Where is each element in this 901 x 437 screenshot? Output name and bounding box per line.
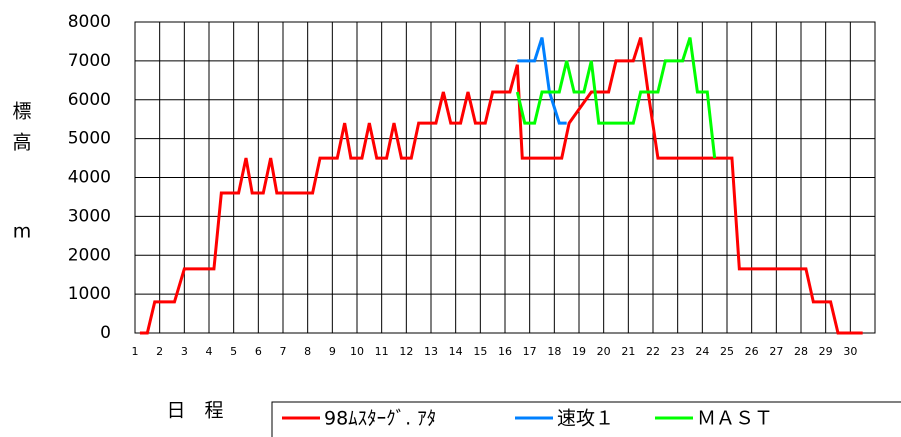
x-tick-label: 14 — [449, 345, 463, 358]
y-tick-label: 4000 — [68, 168, 111, 188]
y-tick-label: 8000 — [68, 12, 111, 32]
x-tick-label: 11 — [375, 345, 389, 358]
legend-label: 速攻１ — [557, 408, 614, 430]
y-tick-label: 7000 — [68, 51, 111, 71]
legend-label: 98ﾑｽﾀｰｸﾞ. ｱﾀ — [324, 408, 436, 430]
x-tick-label: 3 — [181, 345, 188, 358]
x-tick-label: 6 — [255, 345, 262, 358]
x-tick-label: 17 — [523, 345, 537, 358]
x-tick-label: 7 — [280, 345, 287, 358]
x-tick-label: 27 — [769, 345, 783, 358]
x-tick-label: 20 — [597, 345, 611, 358]
series-line — [515, 37, 717, 159]
x-tick-label: 29 — [819, 345, 833, 358]
legend-label: ＭＡＳＴ — [697, 408, 773, 430]
x-tick-label: 9 — [329, 345, 336, 358]
x-tick-label: 15 — [473, 345, 487, 358]
series-line — [517, 37, 567, 125]
x-tick-label: 2 — [156, 345, 163, 358]
x-tick-label: 26 — [745, 345, 759, 358]
x-tick-label: 30 — [843, 345, 857, 358]
x-tick-label: 28 — [794, 345, 808, 358]
x-tick-label: 18 — [547, 345, 561, 358]
x-tick-label: 22 — [646, 345, 660, 358]
y-axis-label: 標 — [12, 101, 31, 123]
x-tick-label: 10 — [350, 345, 364, 358]
x-tick-label: 24 — [695, 345, 709, 358]
x-tick-label: 25 — [720, 345, 734, 358]
y-tick-label: 0 — [100, 323, 111, 343]
x-axis-label: 日 程 — [166, 400, 223, 422]
x-tick-label: 5 — [230, 345, 237, 358]
x-tick-label: 12 — [399, 345, 413, 358]
legend-box — [271, 401, 901, 437]
series-line — [139, 37, 863, 335]
x-tick-label: 21 — [621, 345, 635, 358]
y-tick-label: 2000 — [68, 245, 111, 265]
x-tick-label: 1 — [132, 345, 139, 358]
x-tick-label: 16 — [498, 345, 512, 358]
y-axis-label: m — [13, 221, 32, 243]
y-tick-label: 5000 — [68, 129, 111, 149]
x-tick-label: 8 — [304, 345, 311, 358]
y-tick-label: 1000 — [68, 284, 111, 304]
x-tick-label: 19 — [572, 345, 586, 358]
x-tick-label: 23 — [671, 345, 685, 358]
y-axis-label: 高 — [12, 132, 31, 154]
y-tick-label: 3000 — [68, 206, 111, 226]
x-tick-label: 13 — [424, 345, 438, 358]
y-tick-label: 6000 — [68, 90, 111, 110]
x-tick-label: 4 — [206, 345, 213, 358]
